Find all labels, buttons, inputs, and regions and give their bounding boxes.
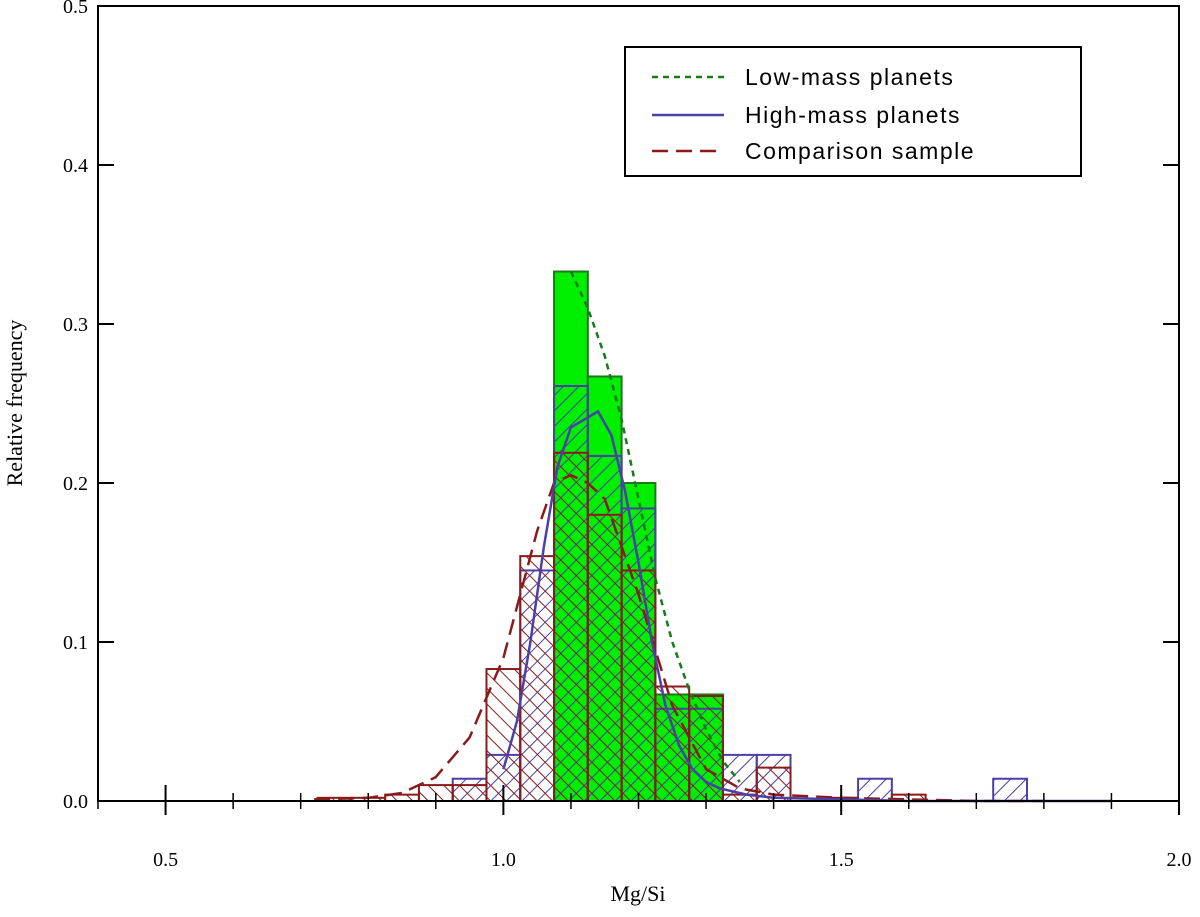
y-tick-label: 0.4: [63, 155, 88, 177]
comparison-bar-7: [553, 451, 589, 802]
high-mass-curve: [502, 409, 1112, 803]
comparison-bar-9: [620, 569, 657, 803]
legend-label-high-mass: High-mass planets: [745, 102, 961, 128]
legend: Low-mass planets High-mass planets Compa…: [624, 46, 1082, 177]
comparison-bar-8: [586, 513, 623, 802]
y-tick-label: 0.3: [63, 314, 88, 336]
y-tick-label: 0.5: [63, 0, 88, 18]
high-mass-bar-11: [992, 777, 1028, 802]
low-mass-curve: [569, 270, 741, 783]
x-tick-label: 0.5: [153, 849, 178, 871]
x-axis-title: Mg/Si: [610, 881, 665, 906]
x-tick-label: 1.5: [829, 849, 854, 871]
x-tick-label: 2.0: [1167, 849, 1192, 871]
legend-label-low-mass: Low-mass planets: [745, 64, 954, 90]
y-tick-label: 0.1: [63, 632, 88, 654]
axes: 0.5 1.0 1.5 2.0 0.0 0.1 0.2 0.3 0.4 0.5: [63, 0, 1192, 871]
y-tick-label: 0.2: [63, 473, 88, 495]
comparison-curve: [314, 473, 1044, 803]
y-axis-title: Relative frequency: [2, 320, 27, 487]
legend-label-comparison: Comparison sample: [745, 138, 975, 164]
density-curves: [314, 270, 1112, 803]
legend-box: [624, 46, 1082, 177]
y-tick-label: 0.0: [63, 791, 88, 813]
comparison-bar-4: [451, 784, 488, 802]
x-tick-label: 1.0: [491, 849, 516, 871]
